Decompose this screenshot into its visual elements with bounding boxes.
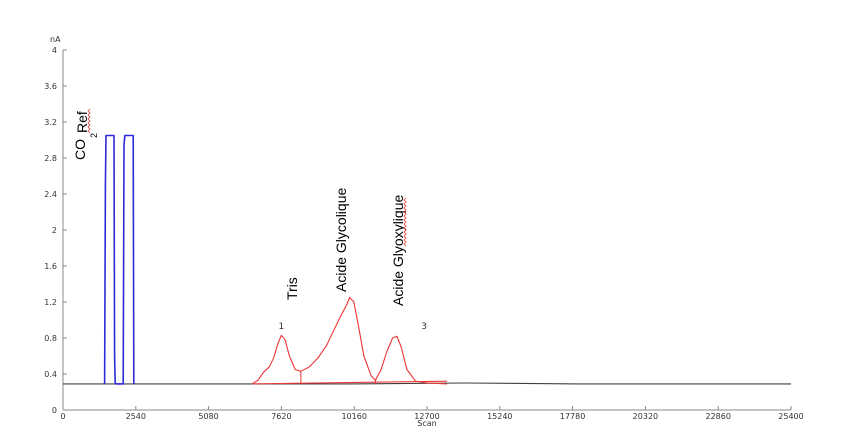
x-axis-title: Scan — [417, 419, 436, 428]
spellcheck-underline-glyoxylique — [403, 197, 407, 247]
x-tick-label: 12700 — [414, 412, 439, 421]
y-tick-label: 2.4 — [44, 190, 57, 199]
y-tick-label: 0.4 — [44, 370, 57, 379]
peak-number-3: 3 — [421, 322, 427, 332]
series-line-2 — [251, 296, 448, 385]
x-tick-label: 0 — [60, 412, 65, 421]
annotation-acide-glycolique: Acide Glycolique — [333, 188, 349, 292]
y-tick-label: 4 — [52, 46, 57, 55]
y-tick-label: 2 — [52, 226, 57, 235]
annotation-tris-text: Tris — [284, 277, 300, 300]
drop-lines — [300, 371, 376, 384]
x-tick-label: 20320 — [633, 412, 658, 421]
annotation-co2-text: CO — [72, 139, 88, 160]
spellcheck-underline-ref — [87, 108, 91, 134]
y-tick-label: 0.8 — [44, 334, 57, 343]
annotation-acide-glyoxylique-text: Acide Glyoxylique — [390, 195, 406, 306]
x-tick-label: 7620 — [271, 412, 291, 421]
peak-number-1: 1 — [279, 322, 285, 332]
y-tick-label: 3.2 — [44, 118, 57, 127]
x-tick-label: 10160 — [341, 412, 366, 421]
y-tick-label: 1.2 — [44, 298, 57, 307]
annotation-co2: CO 2 — [72, 133, 99, 160]
series-line-3 — [252, 380, 448, 385]
series-layer — [63, 134, 791, 385]
annotation-co2-subscript: 2 — [89, 133, 99, 138]
y-axis-unit-label: nA — [50, 35, 61, 44]
x-axis-ticks: 0 2540 5080 7620 10160 12700 15240 17780 20320 22… — [60, 406, 804, 421]
annotation-acide-glyoxylique: Acide Glyoxylique — [390, 195, 407, 306]
x-tick-label: 22860 — [705, 412, 730, 421]
y-tick-label: 0 — [52, 406, 57, 415]
annotation-ref-text: Ref — [74, 111, 90, 133]
x-tick-label: 5080 — [198, 412, 218, 421]
y-tick-label: 1.6 — [44, 262, 57, 271]
series-line-0 — [63, 382, 791, 385]
x-tick-label: 2540 — [126, 412, 146, 421]
x-tick-label: 25400 — [778, 412, 803, 421]
x-tick-label: 15240 — [487, 412, 512, 421]
y-tick-label: 2.8 — [44, 154, 57, 163]
annotation-acide-glycolique-text: Acide Glycolique — [333, 188, 349, 292]
series-line-1 — [103, 134, 136, 385]
y-tick-label: 3.6 — [44, 82, 57, 91]
y-axis-ticks: 0 0.4 0.8 1.2 1.6 2 2.4 2.8 3.2 3.6 4 — [44, 46, 67, 415]
x-tick-label: 17780 — [560, 412, 585, 421]
annotation-tris: Tris — [284, 277, 300, 300]
annotation-ref: Ref — [74, 108, 91, 134]
